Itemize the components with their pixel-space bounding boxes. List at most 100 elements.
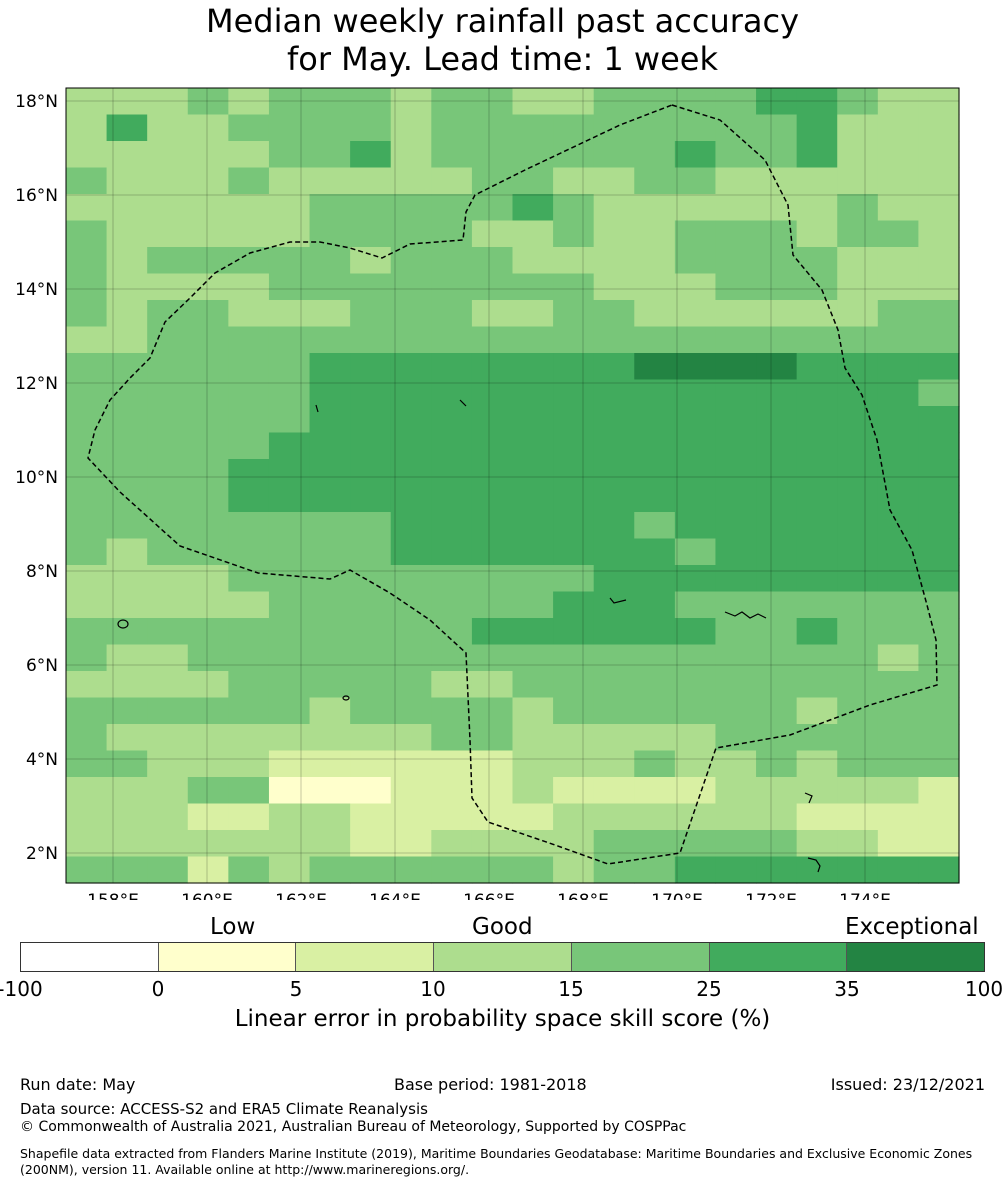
grid-cell [756, 803, 798, 831]
grid-cell [796, 114, 838, 142]
grid-cell [187, 724, 229, 752]
grid-cell [756, 114, 798, 142]
grid-cell [512, 803, 554, 831]
grid-cell [715, 485, 757, 513]
grid-cell [106, 856, 148, 884]
grid-cell [756, 591, 798, 619]
grid-cell [268, 141, 311, 169]
grid-cell [634, 591, 676, 619]
grid-cell [796, 353, 838, 381]
grid-cell [593, 273, 635, 301]
grid-cell [350, 856, 392, 884]
grid-cell [715, 750, 757, 778]
grid-cell [837, 406, 879, 434]
grid-cell [187, 565, 229, 593]
grid-cell [431, 724, 473, 752]
grid-cell [390, 114, 432, 142]
grid-cell [309, 220, 351, 248]
grid-cell [309, 538, 351, 566]
grid-cell [228, 565, 270, 593]
grid-cell [431, 830, 473, 858]
grid-cell [715, 644, 757, 672]
grid-cell [634, 247, 676, 275]
grid-cell [390, 565, 432, 593]
grid-cell [837, 88, 879, 116]
grid-cell [268, 856, 311, 884]
grid-cell [877, 724, 920, 752]
grid-cell [877, 644, 920, 672]
grid-cell [350, 220, 392, 248]
copyright-notice: © Commonwealth of Australia 2021, Austra… [20, 1119, 687, 1135]
grid-cell [796, 88, 838, 116]
grid-cell [512, 750, 554, 778]
grid-cell [634, 273, 676, 301]
latitude-tick-label: 18°N [15, 92, 58, 112]
grid-cell [715, 591, 757, 619]
grid-cell [350, 538, 392, 566]
grid-cell [66, 803, 108, 831]
grid-cell [350, 750, 392, 778]
shapefile-credit: Shapefile data extracted from Flanders M… [20, 1146, 973, 1177]
grid-cell [431, 432, 473, 460]
grid-cell [553, 803, 595, 831]
grid-cell [390, 88, 432, 116]
grid-cell [309, 803, 351, 831]
grid-cell [634, 512, 676, 540]
grid-cell [350, 141, 392, 169]
grid-cell [268, 406, 311, 434]
grid-cell [187, 114, 229, 142]
grid-cell [66, 220, 108, 248]
grid-cell [147, 724, 189, 752]
grid-cell [756, 300, 798, 328]
grid-cell [268, 777, 311, 805]
grid-cell [350, 830, 392, 858]
grid-cell [390, 644, 432, 672]
grid-cell [756, 247, 798, 275]
colorbar-segment [709, 943, 848, 971]
grid-cell [674, 273, 717, 301]
grid-cell [350, 379, 392, 407]
grid-cell [471, 697, 514, 725]
grid-cell [187, 512, 229, 540]
grid-cell [756, 167, 798, 195]
grid-cell [553, 353, 595, 381]
grid-cell [147, 88, 189, 116]
grid-cell [431, 167, 473, 195]
grid-cell [593, 167, 635, 195]
grid-cell [187, 697, 229, 725]
grid-cell [634, 353, 676, 381]
grid-cell [918, 618, 960, 646]
grid-cell [918, 724, 960, 752]
grid-cell [471, 724, 514, 752]
grid-cell [268, 88, 311, 116]
grid-cell [918, 194, 960, 222]
grid-cell [715, 671, 757, 699]
grid-cell [228, 830, 270, 858]
grid-cell [756, 379, 798, 407]
grid-cell [228, 141, 270, 169]
grid-cell [756, 512, 798, 540]
grid-cell [796, 618, 838, 646]
grid-cell [634, 565, 676, 593]
grid-cell [106, 830, 148, 858]
grid-cell [674, 591, 717, 619]
grid-cell [228, 538, 270, 566]
grid-cell [66, 512, 108, 540]
grid-cell [309, 326, 351, 354]
grid-cell [715, 167, 757, 195]
grid-cell [918, 565, 960, 593]
grid-cell [553, 141, 595, 169]
grid-cell [66, 247, 108, 275]
grid-cell [66, 830, 108, 858]
grid-cell [918, 512, 960, 540]
grid-cell [309, 114, 351, 142]
longitude-tick-label: 158°E [87, 891, 139, 900]
grid-cell [634, 432, 676, 460]
grid-cell [350, 803, 392, 831]
grid-cell [471, 379, 514, 407]
grid-cell [106, 167, 148, 195]
latitude-tick-label: 10°N [15, 468, 58, 488]
grid-cell [512, 300, 554, 328]
grid-cell [147, 406, 189, 434]
grid-cell [66, 432, 108, 460]
